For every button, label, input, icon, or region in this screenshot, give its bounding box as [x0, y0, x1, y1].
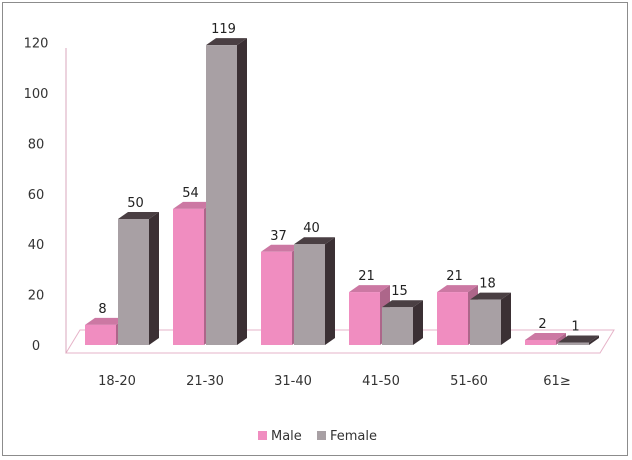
bar-male: [525, 332, 566, 345]
bar-female: [294, 237, 335, 345]
legend-item-female: Female: [317, 429, 377, 444]
x-tick-label: 18-20: [98, 374, 136, 389]
bar-side: [237, 38, 247, 346]
bar-side: [149, 212, 159, 345]
data-label: 8: [98, 302, 106, 317]
legend-swatch-female: [317, 431, 326, 440]
x-tick-label: 51-60: [450, 374, 488, 389]
y-tick-label: 20: [28, 289, 45, 304]
bar-female: [118, 212, 159, 345]
y-tick-label: 80: [28, 137, 45, 152]
bar-top: [261, 244, 302, 252]
bar-top: [558, 335, 599, 343]
bar-top: [206, 38, 247, 46]
bar-top: [470, 292, 511, 300]
bar-front: [118, 219, 149, 345]
bar-front: [470, 299, 501, 345]
bar-side: [556, 332, 566, 345]
bar-female: [558, 335, 599, 345]
bar-side: [413, 300, 423, 345]
x-tick-label: 21-30: [186, 374, 224, 389]
bar-front: [525, 339, 556, 345]
bar-top: [525, 332, 566, 340]
bar-front: [558, 342, 589, 345]
bar-female: [206, 38, 247, 346]
data-label: 21: [358, 269, 375, 284]
bar-female: [382, 300, 423, 345]
bar-front: [437, 292, 468, 345]
bar-top: [85, 317, 126, 325]
data-label: 40: [303, 221, 320, 236]
bar-side: [501, 292, 511, 345]
y-tick-label: 40: [28, 238, 45, 253]
bar-front: [294, 244, 325, 345]
bars-layer: [85, 38, 599, 346]
chart-frame: [2, 2, 628, 456]
legend-label-male: Male: [271, 429, 302, 444]
bar-top: [118, 212, 159, 219]
bar-front: [349, 292, 380, 345]
bar-front: [261, 251, 292, 345]
legend-item-male: Male: [258, 429, 302, 444]
data-label: 37: [270, 229, 287, 244]
bar-top: [173, 201, 214, 209]
y-tick-label: 0: [32, 339, 40, 354]
data-label: 15: [391, 284, 408, 299]
x-tick-label: 61≥: [543, 374, 570, 389]
data-label: 18: [479, 277, 496, 292]
bar-female: [470, 292, 511, 345]
data-label: 21: [446, 269, 463, 284]
x-axis: 18-20 21-30 31-40 41-50 51-60 61≥: [98, 374, 571, 389]
y-axis: 0 20 40 60 80 100 120: [24, 37, 67, 354]
data-label: 1: [571, 319, 579, 334]
bar-front: [382, 307, 413, 345]
bar-front: [206, 45, 237, 346]
data-label: 54: [182, 186, 199, 201]
bar-top: [294, 237, 335, 245]
bar-front: [173, 208, 204, 345]
bar-front: [85, 324, 116, 345]
x-tick-label: 31-40: [274, 374, 312, 389]
legend: Male Female: [258, 429, 377, 444]
bar-top: [437, 285, 478, 293]
y-tick-label: 100: [24, 87, 49, 102]
x-tick-label: 41-50: [362, 374, 400, 389]
legend-label-female: Female: [330, 429, 377, 444]
y-tick-label: 120: [24, 37, 49, 52]
bar-top: [349, 285, 390, 293]
data-label: 50: [127, 196, 144, 211]
bar-top: [382, 300, 423, 308]
legend-swatch-male: [258, 431, 267, 440]
bar-side: [325, 237, 335, 345]
bar-side: [589, 335, 599, 345]
data-label: 119: [211, 22, 236, 37]
y-tick-label: 60: [28, 188, 45, 203]
data-label: 2: [538, 317, 546, 332]
